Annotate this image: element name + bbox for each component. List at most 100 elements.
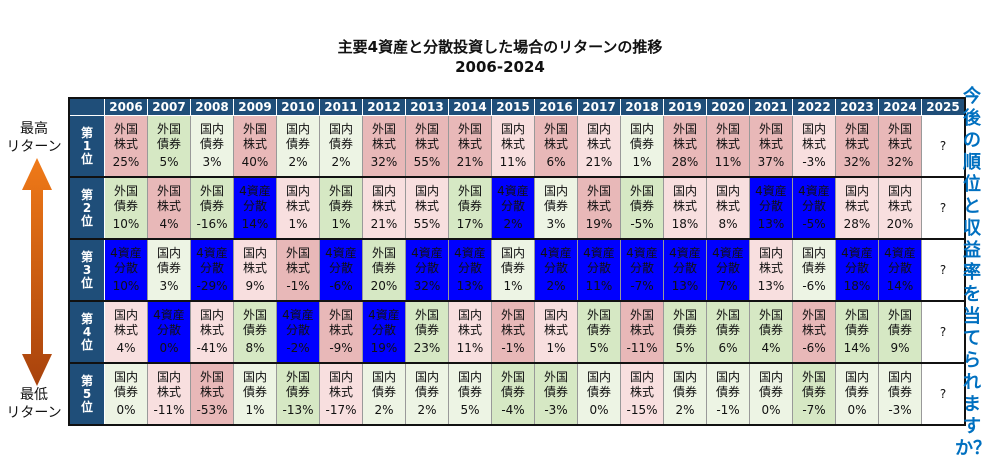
- return-cell: 国内 株式 28%: [835, 176, 879, 240]
- return-cell: 外国 債券 17%: [448, 176, 492, 240]
- return-value: 9%: [890, 341, 910, 355]
- asset-class-label: 国内 株式: [543, 308, 568, 337]
- return-value: 6%: [718, 341, 738, 355]
- rank-label-3: 第 3 位: [68, 238, 105, 302]
- return-cell: 国内 債券 2%: [405, 362, 449, 426]
- return-cell: 国内 株式 55%: [405, 176, 449, 240]
- return-value: 21%: [585, 155, 613, 169]
- asset-class-label: 外国 債券: [672, 308, 697, 337]
- return-cell: 外国 債券 5%: [147, 115, 191, 178]
- return-cell: 4資産 分散 13%: [448, 238, 492, 302]
- return-cell: 4資産 分散 -2%: [276, 300, 320, 364]
- return-cell: 4資産 分散 -6%: [319, 238, 363, 302]
- asset-class-label: 国内 株式: [414, 184, 439, 213]
- return-cell: 4資産 分散 0%: [147, 300, 191, 364]
- asset-class-label: 外国 債券: [328, 184, 353, 213]
- unknown-2025-cell: ?: [921, 176, 966, 240]
- return-value: -1%: [501, 341, 525, 355]
- return-cell: 4資産 分散 10%: [104, 238, 148, 302]
- asset-class-label: 外国 株式: [457, 122, 482, 151]
- rank-label-4: 第 4 位: [68, 300, 105, 364]
- asset-class-label: 外国 株式: [414, 122, 439, 151]
- return-cell: 外国 株式 -9%: [319, 300, 363, 364]
- year-header-2018: 2018: [620, 97, 664, 116]
- asset-class-label: 国内 債券: [801, 246, 826, 275]
- return-cell: 国内 債券 2%: [663, 362, 707, 426]
- return-value: -7%: [630, 279, 654, 293]
- return-cell: 4資産 分散 -29%: [190, 238, 234, 302]
- return-value: -41%: [196, 341, 228, 355]
- return-cell: 4資産 分散 11%: [577, 238, 621, 302]
- year-header-2014: 2014: [448, 97, 492, 116]
- asset-class-label: 国内 株式: [242, 246, 267, 275]
- return-value: 11%: [585, 279, 613, 293]
- asset-class-label: 外国 債券: [844, 308, 869, 337]
- return-value: 4%: [116, 341, 136, 355]
- return-cell: 外国 債券 4%: [749, 300, 793, 364]
- return-cell: 国内 債券 0%: [835, 362, 879, 426]
- return-cell: 外国 債券 6%: [706, 300, 750, 364]
- return-cell: 外国 株式 28%: [663, 115, 707, 178]
- asset-class-label: 外国 株式: [371, 122, 396, 151]
- return-value: 18%: [843, 279, 871, 293]
- asset-class-label: 4資産 分散: [239, 184, 271, 213]
- year-header-2012: 2012: [362, 97, 406, 116]
- asset-class-label: 4資産 分散: [454, 246, 486, 275]
- return-value: 0%: [159, 341, 179, 355]
- return-value: 3%: [159, 279, 179, 293]
- return-value: 25%: [112, 155, 140, 169]
- asset-class-label: 4資産 分散: [884, 246, 916, 275]
- asset-class-label: 外国 株式: [285, 246, 310, 275]
- return-cell: 国内 債券 2%: [362, 362, 406, 426]
- asset-class-label: 国内 債券: [672, 370, 697, 399]
- asset-class-label: 外国 債券: [199, 184, 224, 213]
- return-value: 1%: [503, 279, 523, 293]
- return-cell: 4資産 分散 7%: [706, 238, 750, 302]
- return-cell: 国内 債券 -6%: [792, 238, 836, 302]
- return-value: 14%: [886, 279, 914, 293]
- return-cell: 4資産 分散 13%: [749, 176, 793, 240]
- asset-class-label: 外国 債券: [414, 308, 439, 337]
- return-value: 1%: [331, 217, 351, 231]
- asset-class-label: 国内 株式: [887, 184, 912, 213]
- return-value: -3%: [888, 403, 912, 417]
- asset-class-label: 外国 債券: [242, 308, 267, 337]
- return-value: 10%: [112, 279, 140, 293]
- return-value: 11%: [456, 341, 484, 355]
- return-value: 6%: [546, 155, 566, 169]
- return-value: -2%: [286, 341, 310, 355]
- return-cell: 国内 債券 0%: [749, 362, 793, 426]
- unknown-2025-cell: ?: [921, 362, 966, 426]
- asset-class-label: 国内 株式: [586, 122, 611, 151]
- asset-class-label: 国内 債券: [715, 370, 740, 399]
- return-cell: 外国 債券 8%: [233, 300, 277, 364]
- asset-class-label: 国内 株式: [371, 184, 396, 213]
- return-cell: 国内 債券 2%: [319, 115, 363, 178]
- asset-class-label: 国内 債券: [758, 370, 783, 399]
- asset-class-label: 外国 株式: [500, 308, 525, 337]
- return-value: -6%: [802, 279, 826, 293]
- return-cell: 外国 株式 11%: [706, 115, 750, 178]
- year-header-2023: 2023: [835, 97, 879, 116]
- asset-class-label: 国内 債券: [629, 122, 654, 151]
- return-value: -13%: [282, 403, 314, 417]
- return-cell: 国内 株式 11%: [491, 115, 535, 178]
- chart-title: 主要4資産と分散投資した場合のリターンの推移: [337, 38, 663, 56]
- asset-class-label: 4資産 分散: [411, 246, 443, 275]
- return-cell: 国内 債券 2%: [276, 115, 320, 178]
- asset-class-label: 外国 債券: [457, 184, 482, 213]
- return-value: 19%: [585, 217, 613, 231]
- return-cell: 外国 株式 -11%: [620, 300, 664, 364]
- return-value: 2%: [374, 403, 394, 417]
- return-cell: 4資産 分散 14%: [233, 176, 277, 240]
- return-cell: 4資産 分散 13%: [663, 238, 707, 302]
- asset-class-label: 4資産 分散: [196, 246, 228, 275]
- return-cell: 国内 債券 -1%: [706, 362, 750, 426]
- asset-class-label: 外国 債券: [543, 370, 568, 399]
- return-cell: 国内 株式 20%: [878, 176, 922, 240]
- return-value: -7%: [802, 403, 826, 417]
- asset-class-label: 外国 債券: [285, 370, 310, 399]
- return-cell: 外国 株式 6%: [534, 115, 578, 178]
- asset-class-label: 4資産 分散: [540, 246, 572, 275]
- return-value: 0%: [847, 403, 867, 417]
